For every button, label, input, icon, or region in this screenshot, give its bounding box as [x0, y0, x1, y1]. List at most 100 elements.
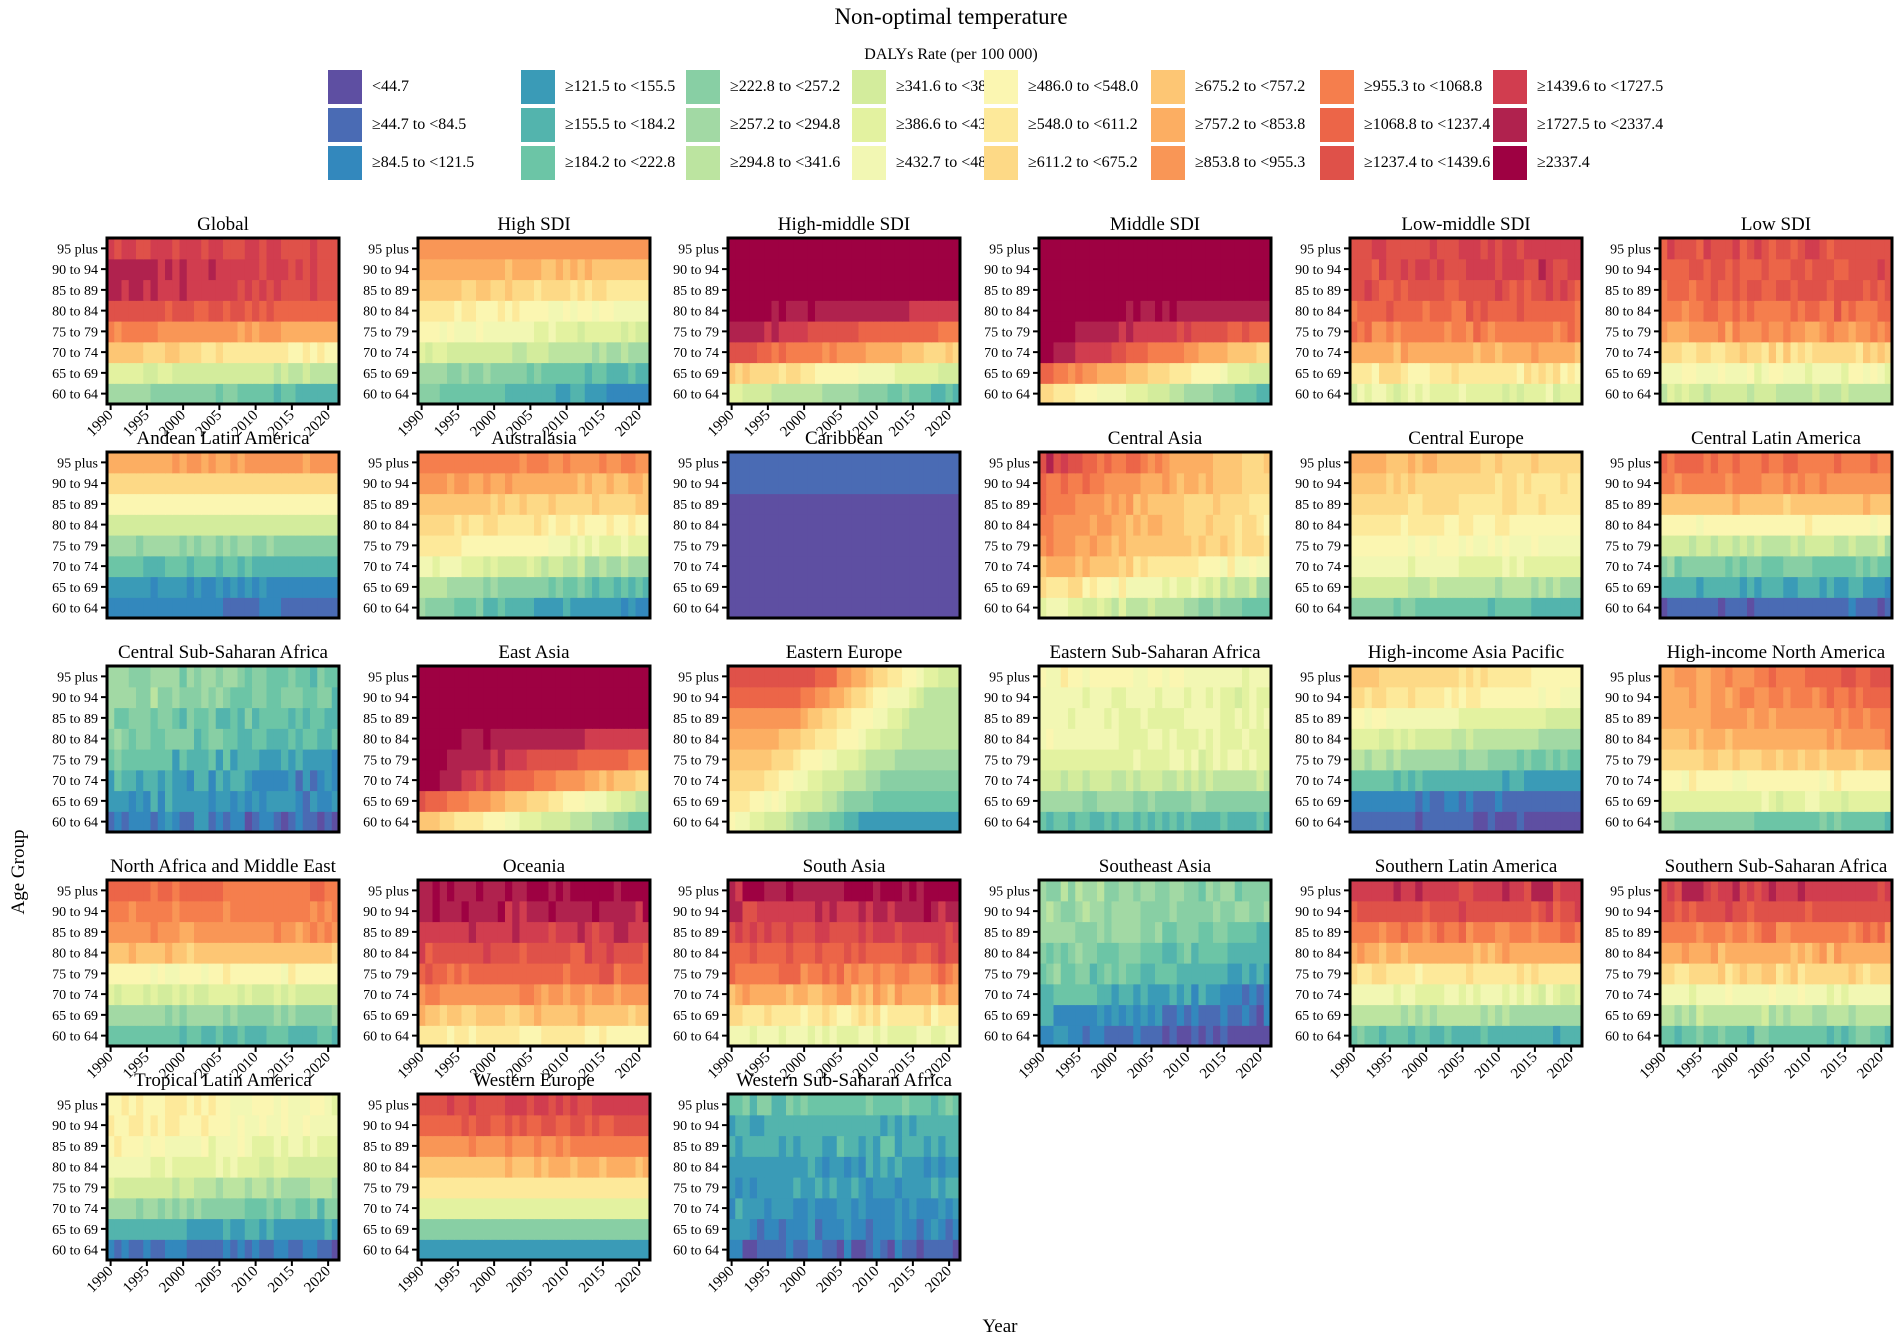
heatmap-cell — [1227, 341, 1236, 364]
heatmap-cell — [1451, 535, 1460, 557]
heatmap-cell — [945, 341, 954, 364]
heatmap-cell — [121, 362, 130, 384]
heatmap-cell — [1812, 707, 1821, 729]
heatmap-cell — [1790, 452, 1799, 474]
heatmap-cell — [1480, 597, 1489, 619]
heatmap-cell — [1220, 576, 1229, 598]
heatmap-cell — [1674, 300, 1683, 322]
heatmap-cell — [201, 576, 210, 598]
heatmap-cell — [1480, 258, 1489, 281]
heatmap-cell — [107, 279, 115, 301]
heatmap-cell — [1184, 811, 1192, 833]
heatmap-cell — [121, 535, 130, 557]
heatmap-cell — [237, 576, 246, 598]
heatmap-cell — [526, 238, 535, 260]
heatmap-cell — [259, 597, 268, 619]
legend-item: ≥222.8 to <257.2 — [686, 70, 840, 104]
heatmap-cell — [418, 728, 426, 750]
heatmap-cell — [186, 493, 195, 515]
heatmap-cell — [873, 749, 881, 771]
heatmap-cell — [1560, 790, 1569, 812]
heatmap-cell — [454, 728, 463, 750]
heatmap-cell — [786, 362, 794, 384]
heatmap-cell — [128, 535, 137, 557]
heatmap-cell — [1834, 555, 1842, 578]
heatmap-cell — [822, 383, 831, 405]
heatmap-cell — [1068, 749, 1076, 771]
heatmap-cell — [194, 811, 202, 833]
heatmap-cell — [548, 238, 557, 260]
heatmap-cell — [1834, 707, 1842, 729]
heatmap-cell — [1725, 769, 1734, 792]
heatmap-cell — [1111, 769, 1120, 792]
heatmap-cell — [1364, 514, 1373, 536]
heatmap-cell — [851, 790, 860, 812]
heatmap-cell — [1776, 597, 1784, 619]
heatmap-cell — [143, 749, 152, 771]
heatmap-cell — [1068, 555, 1076, 578]
heatmap-cell — [310, 514, 318, 536]
heatmap-cell — [1393, 555, 1402, 578]
heatmap-cell — [223, 362, 231, 384]
panel-title: Eastern Sub-Saharan Africa — [1049, 642, 1261, 663]
heatmap-cell — [483, 452, 492, 474]
heatmap-cell — [909, 749, 918, 771]
heatmap-cell — [447, 321, 455, 343]
heatmap-cell — [1710, 383, 1719, 405]
heatmap-cell — [1841, 341, 1850, 364]
heatmap-cell — [143, 811, 152, 833]
heatmap-cell — [822, 790, 831, 812]
heatmap-cell — [873, 383, 881, 405]
heatmap-cell — [1379, 728, 1387, 750]
heatmap-cell — [851, 321, 860, 343]
heatmap-cell — [1118, 362, 1127, 384]
heatmap-cell — [1097, 452, 1105, 474]
heatmap-cell — [324, 321, 333, 343]
heatmap-cell — [165, 383, 173, 405]
heatmap-cell — [128, 576, 137, 598]
legend-swatch — [1151, 146, 1185, 180]
heatmap-cell — [476, 707, 484, 729]
heatmap-cell — [281, 514, 289, 536]
heatmap-cell — [621, 514, 629, 536]
heatmap-cell — [1060, 576, 1069, 598]
heatmap-cell — [526, 300, 535, 322]
heatmap-cell — [1458, 535, 1467, 557]
heatmap-cell — [237, 749, 246, 771]
heatmap-cell — [107, 707, 115, 729]
heatmap-cell — [1379, 300, 1387, 322]
heatmap-cell — [1198, 300, 1207, 322]
heatmap-cell — [1718, 472, 1726, 495]
heatmap-cell — [1205, 535, 1214, 557]
heatmap-cell — [1111, 472, 1120, 495]
heatmap-cell — [1812, 300, 1821, 322]
heatmap-cell — [1495, 493, 1503, 515]
heatmap-cell — [1754, 238, 1763, 260]
legend-swatch — [686, 146, 720, 180]
heatmap-cell — [107, 555, 115, 578]
heatmap-cell — [541, 493, 550, 515]
heatmap-cell — [237, 383, 246, 405]
heatmap-cell — [1379, 383, 1387, 405]
heatmap-cell — [584, 666, 593, 688]
heatmap-cell — [1495, 686, 1503, 709]
heatmap-cell — [570, 811, 579, 833]
heatmap-cell — [1111, 279, 1120, 301]
heatmap-cell — [1075, 686, 1084, 709]
heatmap-cell — [310, 321, 318, 343]
heatmap-cell — [1681, 576, 1690, 598]
heatmap-cell — [273, 300, 282, 322]
heatmap-cell — [1747, 514, 1755, 536]
y-tick-label: 60 to 64 — [984, 388, 1030, 403]
heatmap-cell — [483, 341, 492, 364]
heatmap-cell — [244, 238, 253, 260]
heatmap-cell — [157, 555, 166, 578]
heatmap-cell — [815, 383, 823, 405]
y-tick-label: 80 to 84 — [1295, 733, 1341, 748]
heatmap-cell — [1703, 321, 1712, 343]
heatmap-cell — [1213, 514, 1221, 536]
heatmap-cell — [1169, 769, 1178, 792]
heatmap-cell — [592, 686, 600, 709]
heatmap-cell — [1812, 493, 1821, 515]
